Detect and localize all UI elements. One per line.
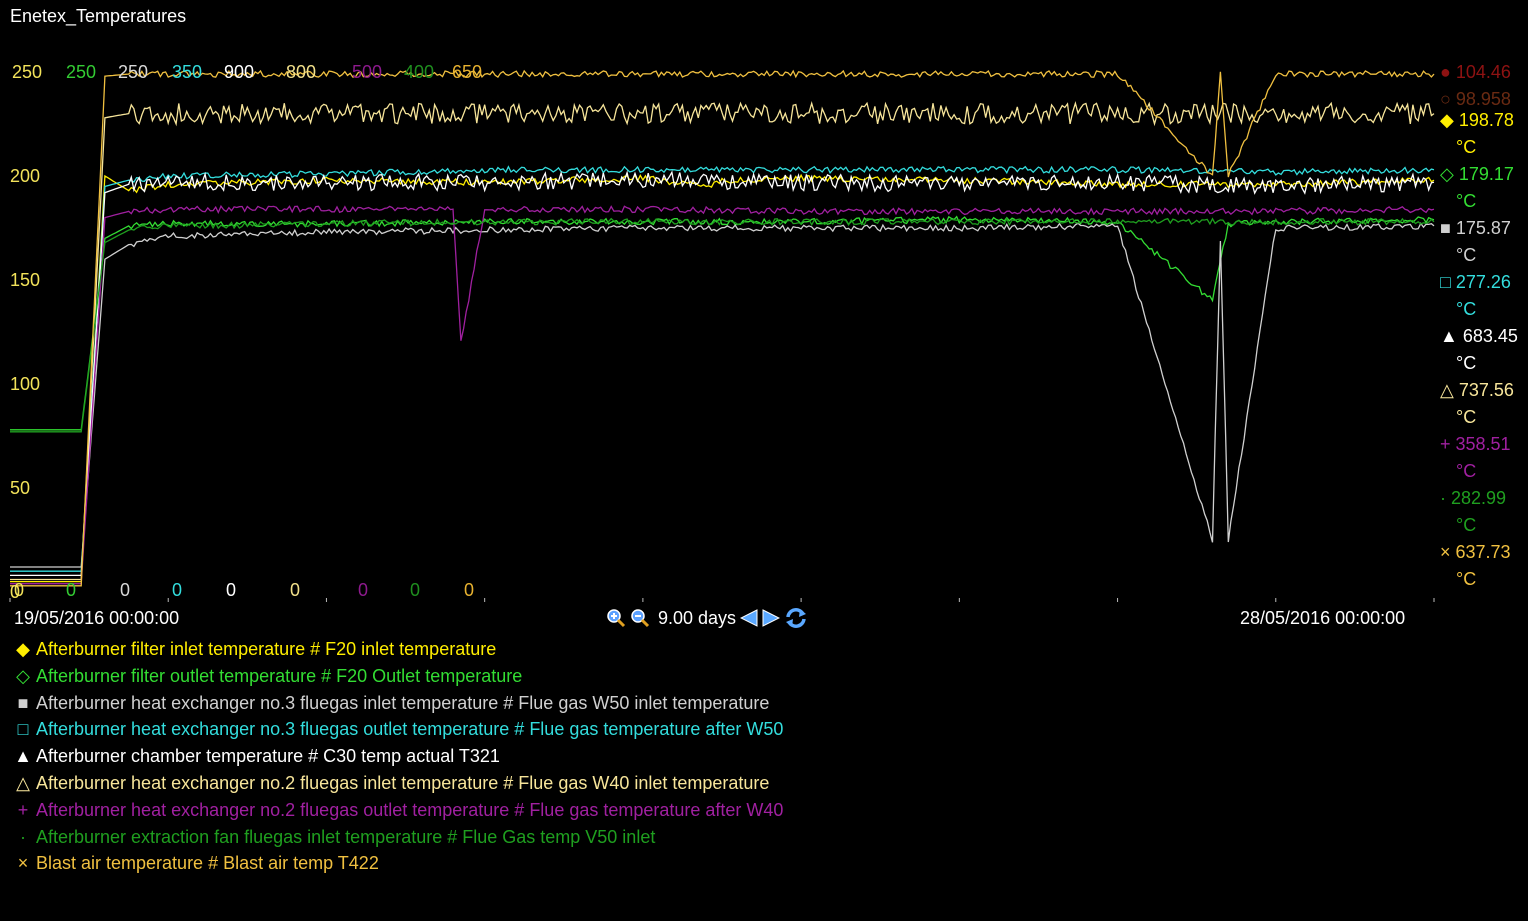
current-value-extra: ○ 98.958: [1440, 89, 1511, 109]
zoom-in-icon[interactable]: [606, 608, 626, 628]
legend-item[interactable]: + Afterburner heat exchanger no.2 fluegas…: [10, 797, 784, 824]
top-scale-label: 250: [12, 62, 42, 82]
top-scale-label: 650: [452, 62, 482, 82]
bottom-scale-label: 0: [358, 580, 368, 600]
refresh-icon[interactable]: [784, 607, 808, 629]
trend-chart[interactable]: 0 50 100 150 200 250 250 250 350 900 800 500 400 650…: [0, 30, 1528, 605]
legend-label: Afterburner filter outlet temperature # …: [36, 665, 523, 686]
zoom-out-icon[interactable]: [630, 608, 650, 628]
current-value-unit: °C: [1456, 299, 1476, 319]
current-value: ◇ 179.17: [1440, 164, 1514, 184]
legend: ◆ Afterburner filter inlet temperature # …: [10, 636, 783, 877]
bottom-scale-label: 0: [464, 580, 474, 600]
legend-item[interactable]: □ Afterburner heat exchanger no.3 fluegas…: [10, 716, 784, 743]
legend-item[interactable]: ◆ Afterburner filter inlet temperature # …: [10, 636, 783, 663]
legend-symbol-icon: ■: [17, 692, 29, 713]
current-values: ● 104.46 ○ 98.958◆ 198.78 °C ◇ 179.17 °C ■ 17…: [1440, 62, 1518, 589]
current-value-unit: °C: [1456, 461, 1476, 481]
current-value-unit: °C: [1456, 191, 1476, 211]
series-line: [10, 222, 1435, 568]
bottom-scale-label: 0: [410, 580, 420, 600]
legend-item[interactable]: × Blast air temperature # Blast air temp …: [10, 850, 783, 877]
current-value: + 358.51: [1440, 434, 1511, 454]
legend-label: Afterburner extraction fan fluegas inlet…: [36, 826, 656, 847]
current-value-extra: ● 104.46: [1440, 62, 1511, 82]
time-controls: 9.00 days: [606, 604, 808, 632]
title-bar: Enetex_Temperatures: [0, 0, 1528, 30]
legend-label: Afterburner heat exchanger no.2 fluegas …: [36, 799, 784, 820]
legend-label: Afterburner heat exchanger no.3 fluegas …: [36, 692, 770, 713]
legend-symbol-icon: ▲: [14, 746, 32, 767]
top-scale-label: 800: [286, 62, 316, 82]
forward-arrow-icon[interactable]: [762, 608, 781, 628]
bottom-scale-labels: 0 0 0 0 0 0 0 0 0: [14, 580, 474, 600]
top-scale-label: 250: [66, 62, 96, 82]
series-line: [10, 217, 1435, 433]
top-scale-label: 400: [404, 62, 434, 82]
bottom-scale-label: 0: [66, 580, 76, 600]
series-line: [10, 204, 1435, 585]
top-scale-label: 350: [172, 62, 202, 82]
legend-symbol-icon: ×: [17, 853, 29, 874]
current-value: □ 277.26: [1440, 272, 1511, 292]
legend-symbol-icon: +: [17, 799, 29, 820]
current-value: × 637.73: [1440, 542, 1511, 562]
y-axis: 0 50 100 150 200: [10, 166, 40, 602]
series-layer: [10, 69, 1435, 587]
top-scale-label: 900: [224, 62, 254, 82]
back-arrow-icon[interactable]: [740, 608, 758, 628]
y-tick-label: 50: [10, 478, 30, 498]
x-end-label: 28/05/2016 00:00:00: [1240, 608, 1406, 628]
top-scale-label: 500: [352, 62, 382, 82]
series-line: [10, 100, 1435, 581]
bottom-scale-label: 0: [172, 580, 182, 600]
legend-label: Afterburner chamber temperature # C30 te…: [36, 746, 500, 767]
current-value-unit: °C: [1456, 515, 1476, 535]
bottom-scale-label: 0: [226, 580, 236, 600]
series-line: [10, 170, 1435, 577]
legend-label: Afterburner heat exchanger no.2 fluegas …: [36, 772, 770, 793]
legend-symbol-icon: △: [16, 772, 30, 793]
current-value-unit: °C: [1456, 569, 1476, 589]
legend-item[interactable]: · Afterburner extraction fan fluegas inle…: [10, 824, 783, 851]
legend-symbol-icon: ·: [20, 826, 26, 847]
bottom-scale-label: 0: [290, 580, 300, 600]
current-value: △ 737.56: [1440, 380, 1514, 400]
y-tick-label: 0: [10, 582, 20, 602]
current-value: ■ 175.87: [1440, 218, 1511, 238]
legend-label: Afterburner filter inlet temperature # F…: [36, 639, 497, 659]
top-scale-labels: 250 250 250 350 900 800 500 400 650: [12, 62, 482, 82]
current-value: ◆ 198.78: [1440, 110, 1514, 130]
current-value-unit: °C: [1456, 245, 1476, 265]
legend-item[interactable]: ■ Afterburner heat exchanger no.3 fluegas…: [10, 690, 783, 717]
legend-label: Blast air temperature # Blast air temp T…: [36, 853, 379, 874]
legend-symbol-icon: □: [17, 719, 29, 740]
x-start-label: 19/05/2016 00:00:00: [14, 608, 180, 628]
legend-symbol-icon: ◇: [16, 665, 30, 686]
series-line: [10, 69, 1435, 587]
current-value: ▲ 683.45: [1440, 326, 1518, 346]
y-tick-label: 200: [10, 166, 40, 186]
y-tick-label: 100: [10, 374, 40, 394]
series-line: [10, 173, 1435, 583]
window-title: Enetex_Temperatures: [10, 6, 187, 26]
series-line: [10, 165, 1435, 572]
legend-item[interactable]: ▲ Afterburner chamber temperature # C30 t…: [10, 743, 783, 770]
legend-label: Afterburner heat exchanger no.3 fluegas …: [36, 719, 784, 740]
current-value-unit: °C: [1456, 137, 1476, 157]
current-value: · 282.99: [1440, 488, 1506, 508]
range-label: 9.00 days: [658, 607, 737, 628]
legend-item[interactable]: △ Afterburner heat exchanger no.2 fluegas…: [10, 770, 783, 797]
bottom-scale-label: 0: [120, 580, 130, 600]
legend-item[interactable]: ◇ Afterburner filter outlet temperature #…: [10, 663, 783, 690]
current-value-unit: °C: [1456, 407, 1476, 427]
top-scale-label: 250: [118, 62, 148, 82]
bottom-scale-label: 0: [14, 580, 24, 600]
current-value-unit: °C: [1456, 353, 1476, 373]
y-tick-label: 150: [10, 270, 40, 290]
legend-symbol-icon: ◆: [16, 639, 30, 659]
x-axis-ticks: [9, 598, 1435, 602]
